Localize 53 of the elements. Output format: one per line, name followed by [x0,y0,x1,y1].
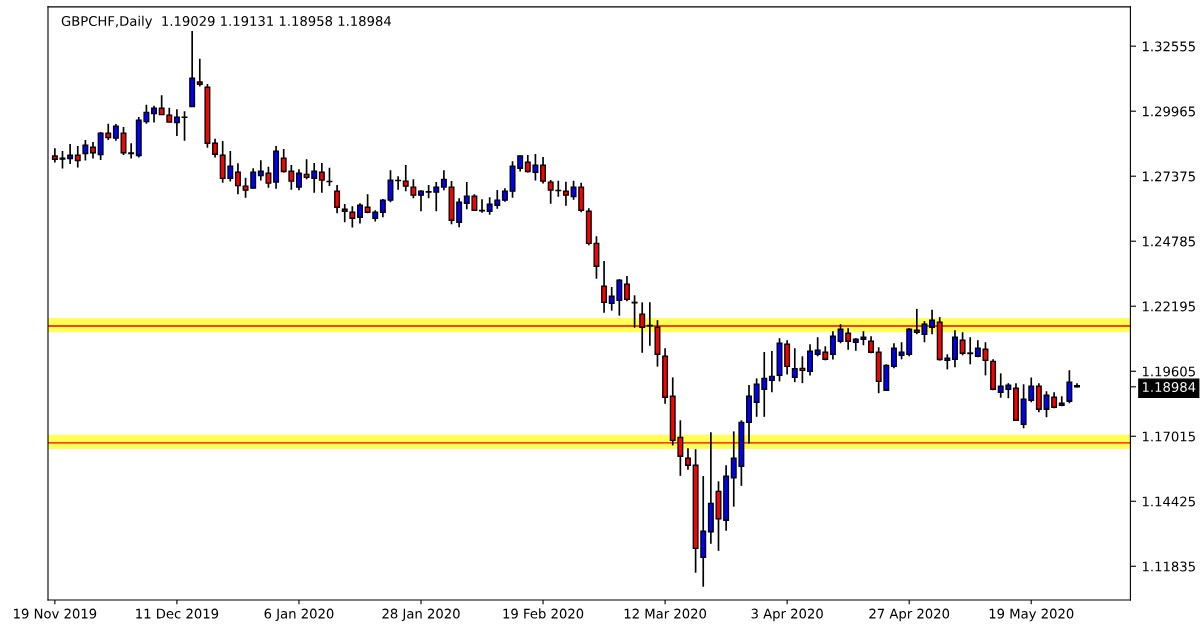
candlestick [1035,382,1042,414]
y-tick-label: 1.17015 [1142,431,1195,442]
x-tick-label: 11 Dec 2019 [136,608,219,619]
candlestick [768,350,775,394]
x-tick-label: 3 Apr 2020 [751,608,823,622]
candlestick [173,108,180,137]
candlestick [623,275,630,303]
text: GBPCHF,Daily 1.19029 1.19131 1.18958 1.18984 [61,15,392,29]
x-tick-label: 28 Jan 2020 [382,608,460,622]
candlestick [334,184,341,215]
y-tick-label: 1.27375 [1142,171,1195,182]
candlestick [540,156,547,185]
candlestick [829,330,836,361]
candlestick [212,137,219,159]
y-tick-label: 1.24785 [1142,236,1195,247]
candlestick [890,342,897,370]
x-tick-label: 12 Mar 2020 [624,608,707,619]
y-tick-label: 1.32555 [1142,41,1195,52]
y-tick-label: 1.29965 [1142,106,1195,117]
candlestick [951,329,958,369]
x-tick-label: 19 Nov 2019 [14,608,97,619]
candlestick [684,447,691,471]
candlestick [82,139,89,162]
candlestick [418,189,424,213]
candlestick [631,294,638,329]
candlestick [784,339,791,376]
y-tick-label: 1.11835 [1142,561,1195,572]
x-tick-label: 19 Feb 2020 [503,608,584,619]
candlestick [356,202,363,225]
candlestick [234,162,241,195]
y-tick-label: 1.22195 [1142,301,1195,312]
candlestick [341,203,348,224]
candlestick [456,197,463,229]
x-tick-label: 19 May 2020 [989,608,1074,622]
y-tick-label: 1.14425 [1142,496,1195,507]
candlestick [440,169,447,191]
x-tick-label: 27 Apr 2020 [869,608,950,622]
candlestick [196,58,203,88]
candlestick [807,343,814,377]
x-tick-label: 6 Jan 2020 [264,608,334,622]
candlestick [74,145,81,169]
candlestick [128,142,135,160]
candlestick [929,309,936,336]
candlestick [67,143,74,165]
candlestick [349,205,356,229]
candlestick [181,110,188,142]
candlestick [1066,369,1073,405]
y-tick-label: 1.19605 [1142,366,1195,377]
y-tick-label: 1.18984 [1142,382,1196,393]
candlestick [601,260,608,314]
candlestick [295,168,302,191]
candlestick [562,181,569,207]
candlestick [318,162,325,194]
